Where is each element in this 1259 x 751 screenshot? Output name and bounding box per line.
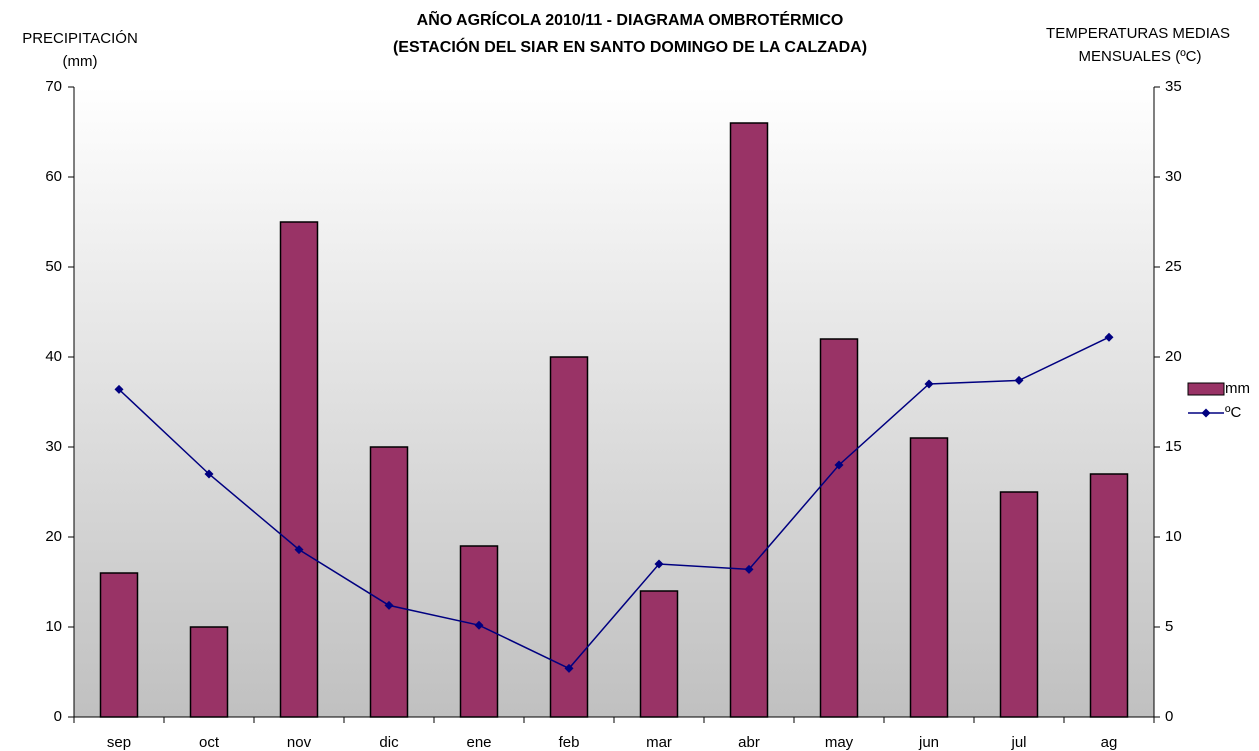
x-tick-label: oct <box>199 734 220 751</box>
y-axis-label: (mm) <box>63 53 98 70</box>
bar <box>639 590 679 718</box>
x-tick-label: may <box>825 734 854 751</box>
marker <box>744 564 754 574</box>
y-tick-label: 0 <box>54 708 62 725</box>
legend-label: mm <box>1225 380 1250 397</box>
x-tick-label: jun <box>918 734 939 751</box>
y2-tick-label: 35 <box>1165 78 1182 95</box>
x-tick-label: feb <box>559 734 580 751</box>
bar <box>1089 473 1129 718</box>
y2-tick-label: 15 <box>1165 438 1182 455</box>
bar <box>819 338 859 718</box>
y-tick-label: 20 <box>45 528 62 545</box>
y2-tick-label: 30 <box>1165 168 1182 185</box>
y-tick-label: 10 <box>45 618 62 635</box>
y2-axis-label: MENSUALES (ºC) <box>1079 48 1202 65</box>
y-tick-label: 30 <box>45 438 62 455</box>
y-tick-label: 70 <box>45 78 62 95</box>
marker <box>114 384 124 394</box>
marker <box>924 379 934 389</box>
marker <box>474 620 484 630</box>
marker <box>564 663 574 673</box>
legend-swatch <box>1187 382 1225 396</box>
marker <box>834 460 844 470</box>
x-tick-label: sep <box>107 734 131 751</box>
marker <box>1014 375 1024 385</box>
y2-tick-label: 10 <box>1165 528 1182 545</box>
x-tick-label: abr <box>738 734 760 751</box>
x-tick-label: dic <box>379 734 399 751</box>
plot-area <box>74 87 1154 717</box>
x-tick-label: ag <box>1101 734 1118 751</box>
y2-tick-label: 5 <box>1165 618 1173 635</box>
bar <box>369 446 409 718</box>
x-tick-label: mar <box>646 734 672 751</box>
y2-tick-label: 25 <box>1165 258 1182 275</box>
line <box>118 336 1110 670</box>
chart-title: (ESTACIÓN DEL SIAR EN SANTO DOMINGO DE L… <box>393 37 867 56</box>
bar <box>909 437 949 718</box>
x-tick-label: jul <box>1010 734 1026 751</box>
marker <box>654 559 664 569</box>
marker <box>1104 332 1114 342</box>
bar <box>189 626 229 718</box>
marker <box>294 545 304 555</box>
legend-marker <box>1201 408 1211 418</box>
y-axis-label: PRECIPITACIÓN <box>22 30 138 47</box>
y2-tick-label: 0 <box>1165 708 1173 725</box>
bar <box>549 356 589 718</box>
y2-tick-label: 20 <box>1165 348 1182 365</box>
bar <box>729 122 769 718</box>
bar <box>999 491 1039 718</box>
legend-label: ºC <box>1225 404 1241 421</box>
y-tick-label: 40 <box>45 348 62 365</box>
y-tick-label: 50 <box>45 258 62 275</box>
bar <box>279 221 319 718</box>
chart-title: AÑO AGRÍCOLA 2010/11 - DIAGRAMA OMBROTÉR… <box>417 9 844 29</box>
y-tick-label: 60 <box>45 168 62 185</box>
bar <box>99 572 139 718</box>
marker <box>204 469 214 479</box>
marker <box>384 600 394 610</box>
y2-axis-label: TEMPERATURAS MEDIAS <box>1046 25 1230 42</box>
x-tick-label: nov <box>287 734 312 751</box>
x-tick-label: ene <box>466 734 491 751</box>
